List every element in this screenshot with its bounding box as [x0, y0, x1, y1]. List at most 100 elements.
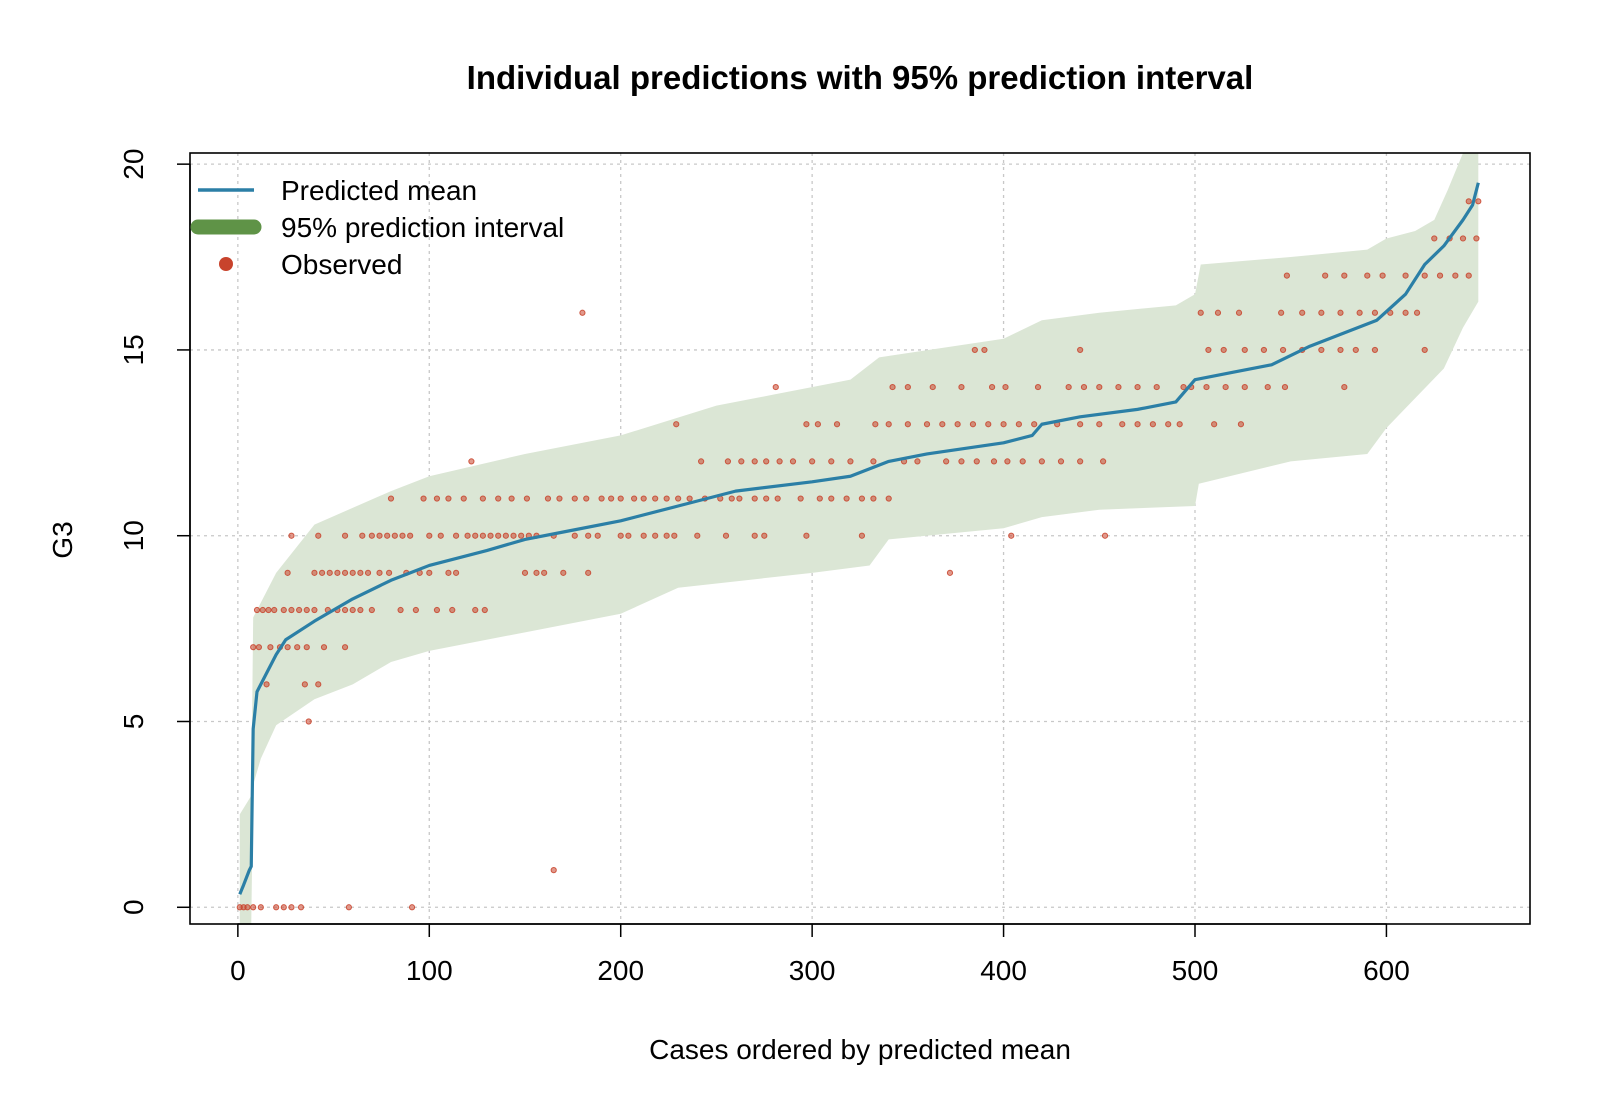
observed-point: [1004, 458, 1011, 465]
observed-point: [1019, 458, 1026, 465]
observed-point: [263, 681, 270, 688]
observed-point: [1222, 383, 1229, 391]
observed-point: [803, 532, 810, 539]
observed-point: [724, 458, 732, 465]
legend-label-observed: Observed: [281, 249, 402, 280]
observed-point: [544, 495, 552, 502]
observed-point: [594, 532, 601, 539]
legend: Predicted mean 95% prediction interval O…: [190, 175, 564, 280]
observed-point: [1436, 272, 1444, 279]
observed-point: [889, 383, 896, 391]
y-tick-label: 20: [118, 149, 149, 180]
observed-point: [280, 606, 287, 614]
observed-point: [1034, 383, 1042, 391]
observed-point: [265, 606, 272, 614]
observed-point: [958, 383, 965, 391]
observed-point: [1413, 309, 1421, 316]
observed-point: [694, 532, 701, 539]
observed-point: [1278, 309, 1285, 316]
observed-point: [1356, 309, 1363, 316]
observed-point: [1431, 235, 1438, 242]
observed-point: [412, 606, 419, 614]
observed-point: [368, 532, 375, 539]
observed-point: [376, 569, 383, 576]
observed-point: [550, 867, 557, 874]
observed-point: [376, 532, 383, 539]
observed-point: [464, 532, 471, 539]
observed-point: [303, 606, 310, 614]
observed-point: [1008, 532, 1015, 539]
observed-point: [495, 495, 502, 502]
observed-point: [728, 495, 735, 502]
observed-point: [571, 532, 578, 539]
observed-point: [751, 532, 758, 539]
observed-point: [1197, 309, 1204, 316]
observed-point: [311, 606, 318, 614]
observed-point: [1096, 383, 1103, 391]
observed-point: [1452, 272, 1459, 279]
prediction-interval-band: [239, 153, 1479, 924]
observed-point: [250, 904, 257, 911]
observed-point: [1134, 383, 1141, 391]
observed-point: [437, 532, 444, 539]
observed-point: [305, 718, 312, 725]
observed-point: [556, 495, 563, 502]
observed-point: [1080, 383, 1088, 391]
observed-point: [541, 569, 548, 576]
observed-point: [472, 532, 479, 539]
observed-point: [1015, 421, 1022, 428]
observed-point: [904, 421, 911, 428]
observed-point: [368, 606, 375, 614]
observed-point: [1337, 346, 1344, 354]
observed-point: [315, 681, 322, 688]
observed-point: [445, 495, 452, 502]
observed-point: [1281, 383, 1289, 391]
observed-point: [1352, 346, 1359, 354]
observed-point: [426, 569, 433, 576]
y-axis-label: G3: [47, 521, 78, 558]
observed-point: [958, 458, 965, 465]
observed-point: [1341, 272, 1348, 279]
y-axis: 0 5 10 15 20: [118, 149, 191, 915]
observed-point: [288, 904, 295, 911]
observed-point: [969, 421, 977, 428]
observed-point: [502, 532, 509, 539]
observed-point: [318, 569, 326, 576]
observed-point: [1465, 272, 1472, 279]
observed-point: [385, 569, 393, 576]
observed-point: [1205, 346, 1212, 354]
x-tick-label: 100: [406, 955, 453, 986]
y-tick-label: 0: [118, 899, 149, 915]
observed-point: [847, 458, 854, 465]
observed-point: [774, 495, 781, 502]
observed-point: [698, 458, 705, 465]
observed-point: [341, 606, 349, 614]
observed-point: [939, 421, 946, 428]
observed-point: [1214, 309, 1222, 316]
observed-point: [420, 495, 427, 502]
observed-point: [1119, 421, 1126, 428]
x-axis-label: Cases ordered by predicted mean: [649, 1034, 1071, 1065]
observed-point: [273, 904, 280, 911]
observed-point: [1337, 309, 1344, 316]
observed-point: [617, 495, 624, 502]
observed-point: [1421, 346, 1428, 354]
observed-point: [675, 495, 682, 502]
observed-point: [426, 532, 433, 539]
observed-point: [625, 532, 632, 539]
observed-point: [1100, 458, 1107, 465]
observed-point: [671, 532, 678, 539]
observed-point: [686, 495, 693, 502]
observed-point: [357, 569, 364, 576]
observed-point: [816, 495, 823, 502]
observed-point: [885, 495, 892, 502]
observed-point: [585, 532, 592, 539]
observed-point: [1101, 532, 1109, 539]
observed-point: [384, 532, 391, 539]
legend-label-mean: Predicted mean: [281, 175, 477, 206]
observed-point: [1031, 421, 1038, 428]
observed-point: [284, 644, 291, 651]
observed-point: [359, 532, 366, 539]
observed-point: [1153, 383, 1160, 391]
y-tick-label: 5: [118, 714, 149, 730]
